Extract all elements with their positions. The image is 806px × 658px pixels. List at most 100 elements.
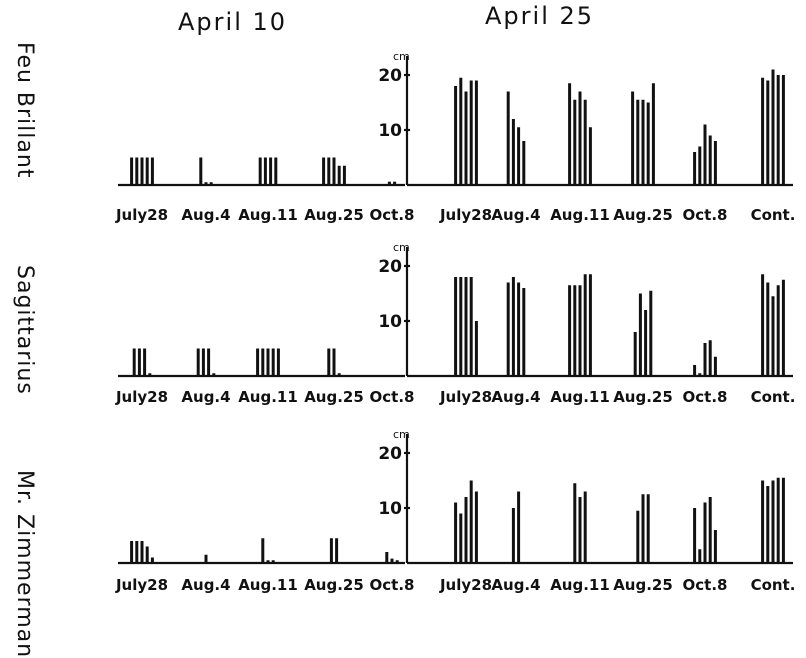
y-unit-label: cm [393,428,410,441]
bar-right-aug11 [583,99,587,185]
bar-right-aug4 [522,288,526,376]
x-tick-label-right: Aug.4 [491,206,540,224]
bar-right-cont [771,69,775,185]
bar-right-cont [776,75,780,185]
bar-left-july28 [148,373,152,376]
bar-right-july28 [469,480,473,563]
bar-left-july28 [135,541,139,563]
bar-right-aug11 [578,285,582,376]
bar-left-aug4 [212,373,216,376]
x-tick-label-right: Aug.4 [491,388,540,406]
bar-right-aug11 [583,274,587,376]
bar-right-aug25 [641,494,645,563]
bar-left-july28 [132,348,136,376]
bar-right-cont [761,480,765,563]
bar-right-aug11 [578,497,582,563]
bar-right-aug25 [651,83,655,185]
x-tick-label-left: Aug.4 [181,388,230,406]
x-tick-label-left: Oct.8 [370,576,415,594]
bar-left-july28 [137,348,141,376]
bar-right-oct8 [693,152,697,185]
bar-left-july28 [140,157,144,185]
x-tick-label-left: Aug.4 [181,206,230,224]
bar-right-cont [766,486,770,563]
bar-right-aug11 [588,127,592,185]
x-tick-label-left: Aug.11 [238,206,298,224]
bar-left-oct8 [387,181,391,185]
bar-left-aug11 [258,157,262,185]
bar-left-aug25 [337,165,341,185]
bar-left-oct8 [390,558,394,563]
bar-right-aug4 [517,491,521,563]
bar-left-aug11 [276,348,280,376]
x-tick-label-right: Aug.25 [613,576,673,594]
x-tick-label-right: Aug.25 [613,206,673,224]
x-tick-label-left: Aug.4 [181,576,230,594]
bar-right-july28 [464,91,468,185]
bar-left-july28 [145,157,149,185]
bar-left-aug25 [335,538,339,563]
bar-right-aug4 [522,141,526,185]
x-tick-label-left: Aug.11 [238,576,298,594]
x-tick-label-right: Oct.8 [683,206,728,224]
bar-right-july28 [474,491,478,563]
bar-left-aug11 [266,560,270,563]
x-tick-label-right: Aug.4 [491,576,540,594]
x-tick-label-right: Aug.11 [550,206,610,224]
bar-left-aug25 [332,157,336,185]
bar-right-july28 [459,277,463,376]
y-unit-label: cm [393,50,410,63]
bar-right-aug11 [588,274,592,376]
bar-left-aug25 [337,373,341,376]
bar-right-aug25 [638,293,642,376]
bar-right-july28 [474,321,478,376]
bar-left-aug11 [269,157,273,185]
bar-right-july28 [459,513,463,563]
x-tick-label-left: Aug.25 [304,388,364,406]
bar-left-aug25 [342,165,346,185]
row-label: Feu Brillant [12,42,37,178]
x-tick-label-right: Oct.8 [683,388,728,406]
x-tick-label-right: July28 [439,576,492,594]
bar-right-aug4 [511,508,515,563]
bar-right-aug4 [517,282,521,376]
bar-left-july28 [130,541,134,563]
bar-right-aug11 [573,285,577,376]
x-tick-label-left: July28 [115,206,168,224]
bar-right-aug25 [646,494,650,563]
bar-left-aug25 [327,157,331,185]
bar-right-cont [781,477,785,563]
bar-left-aug4 [201,348,205,376]
header-april-10: April 10 [178,8,287,36]
bar-left-aug11 [271,348,275,376]
x-tick-label-left: July28 [115,388,168,406]
bar-right-aug11 [578,91,582,185]
x-tick-label-right: Oct.8 [683,576,728,594]
bar-right-cont [771,480,775,563]
bar-left-aug11 [266,348,270,376]
bar-right-aug25 [633,332,637,376]
x-tick-label-right: July28 [439,388,492,406]
bar-right-oct8 [698,146,702,185]
x-tick-label-right: Cont. [751,206,796,224]
bar-right-oct8 [703,502,707,563]
bar-right-oct8 [693,508,697,563]
bar-left-july28 [130,157,134,185]
bar-left-aug4 [196,348,200,376]
x-tick-label-left: Oct.8 [370,206,415,224]
y-tick-label: 20 [378,66,402,86]
bar-right-aug4 [506,91,510,185]
x-tick-label-right: July28 [439,206,492,224]
bar-left-july28 [150,557,154,563]
x-tick-label-right: Aug.11 [550,576,610,594]
bar-left-aug4 [204,182,208,185]
x-tick-label-left: Aug.25 [304,576,364,594]
y-tick-label: 20 [378,444,402,464]
bar-left-july28 [150,157,154,185]
bar-left-oct8 [393,181,397,185]
bar-left-aug25 [332,348,336,376]
bar-right-aug25 [641,99,645,185]
bar-left-aug11 [261,348,265,376]
